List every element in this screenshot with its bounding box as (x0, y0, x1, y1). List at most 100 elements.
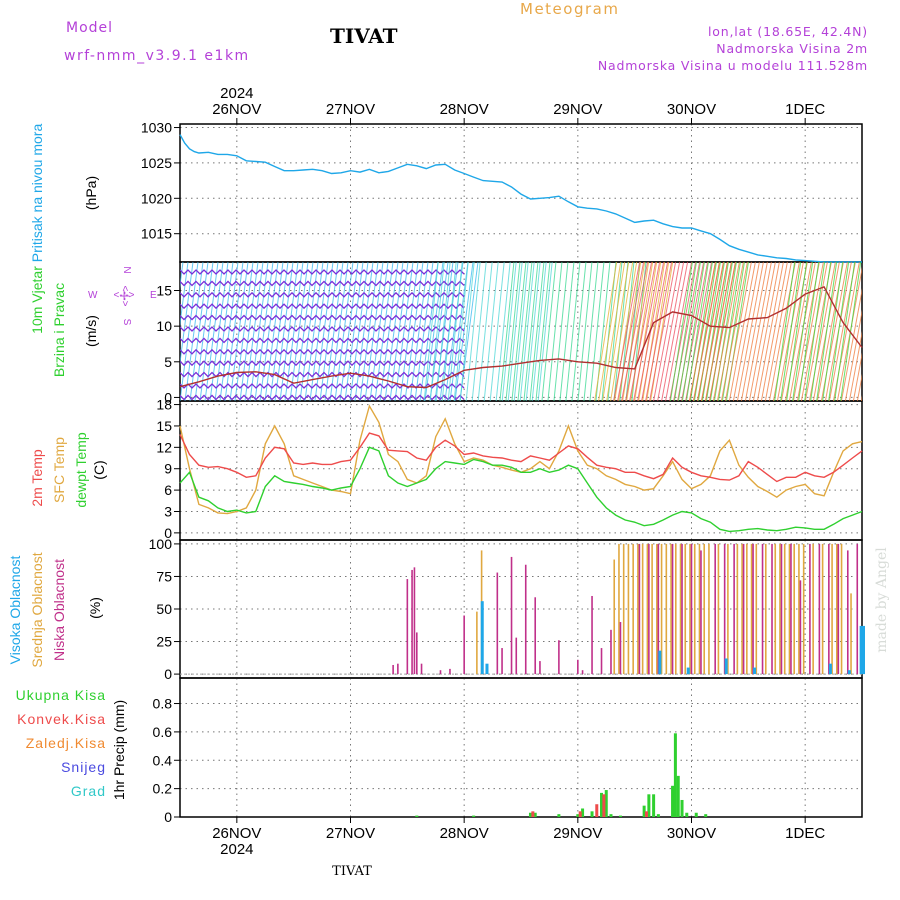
wind-barb (459, 262, 475, 401)
y-tick-label: 0.2 (153, 781, 173, 797)
cloud-bar (761, 543, 764, 675)
cloud-bar (515, 637, 518, 675)
wind-barb (284, 262, 304, 401)
wind-barb (507, 262, 523, 401)
cloud-bar (828, 543, 830, 675)
wind-barb (219, 262, 239, 401)
wind-barb (513, 262, 529, 401)
precip-legend-item: Grad (71, 783, 106, 799)
wind-barb (856, 373, 862, 401)
wind-barb (180, 262, 189, 328)
wind-barb (601, 262, 617, 401)
dewpt-axis-label: dewpt Temp (73, 432, 89, 507)
precip-bar (602, 794, 606, 817)
wind-barb (471, 262, 487, 401)
cloud-bar (684, 543, 687, 675)
cloud-bar (742, 543, 745, 675)
cloud-bar (610, 629, 612, 675)
wind-barb (519, 262, 535, 401)
precip-bar (533, 812, 537, 817)
cloud-bar (397, 663, 399, 675)
precip-bar (595, 804, 599, 817)
x-day-label-bottom: 28NOV (440, 825, 489, 842)
wind-barb (716, 262, 744, 401)
wind-barb (649, 262, 677, 401)
precip-bar (647, 794, 651, 817)
cloud-bar (689, 543, 691, 675)
wind-barb (314, 262, 334, 401)
precip-bar (680, 799, 684, 817)
cloud-bar (501, 648, 503, 675)
wind-barb (606, 262, 630, 401)
wind-barb (629, 262, 657, 401)
wind-barb (525, 262, 541, 401)
cloud-bar (558, 640, 560, 675)
x-day-label-top: 29NOV (553, 101, 602, 118)
wind-barb (756, 262, 784, 401)
y-tick-label: 5 (164, 354, 172, 370)
wind-barb (764, 262, 792, 401)
y-tick-label: 0.6 (153, 724, 173, 740)
wind-barb-band (180, 314, 465, 321)
cloud-bar (660, 543, 663, 675)
pressure-axis-label: Pritisak na nivou mora (29, 124, 45, 263)
cloud-bar (613, 559, 616, 675)
y-tick-label: 0.4 (153, 752, 173, 768)
panel-frame (179, 677, 863, 818)
wind-barb-band (180, 337, 465, 344)
cloud-bar (836, 543, 838, 675)
wind-barb (822, 262, 844, 401)
cloud-bar (476, 611, 478, 675)
cloud-bar (750, 543, 753, 675)
wind-barb (349, 262, 369, 401)
cloud-bar (788, 543, 791, 675)
cloud-bar (717, 543, 720, 675)
wind-barb (645, 262, 673, 401)
y-tick-label: 0 (164, 525, 172, 541)
wind-barb (744, 262, 772, 401)
wind-barb (389, 262, 409, 401)
precip-bar (576, 814, 580, 817)
cloud-bar (637, 543, 639, 675)
precip-bar (528, 812, 532, 817)
wind-barb (565, 262, 581, 401)
cloud-bar (802, 543, 805, 675)
wind-barb (535, 262, 551, 401)
cloud-bar (780, 543, 783, 675)
wind-barb (653, 262, 681, 401)
y-tick-label: 3 (164, 503, 172, 519)
precip-bar (656, 814, 660, 817)
cloud-bar (420, 663, 423, 675)
cloud-bar (671, 543, 674, 675)
x-day-label-bottom: 26NOV (212, 825, 261, 842)
cloud-unit-label: (%) (87, 597, 103, 619)
cloud-bar (727, 543, 729, 675)
wind-barb (724, 262, 752, 401)
wind-barb (688, 262, 716, 401)
cloud-bar (708, 543, 710, 675)
wind-axis-sublabel: Brzina i Pravac (51, 283, 67, 377)
x-day-label-bottom: 30NOV (667, 825, 716, 842)
cloud-bar (657, 543, 660, 675)
wind-barb (760, 262, 788, 401)
wind-barb (828, 262, 850, 401)
wind-barb (441, 262, 457, 401)
compass-north: N (121, 266, 132, 273)
wind-barb-band (180, 269, 465, 275)
wind-barb (728, 262, 756, 401)
pressure-unit-label: (hPa) (83, 176, 99, 210)
y-tick-label: 0 (164, 809, 172, 825)
station-title: TIVAT (330, 24, 398, 48)
wind-barb (740, 262, 768, 401)
wind-barb-band (180, 280, 465, 287)
wind-barb (621, 262, 649, 401)
wind-barb (613, 262, 641, 401)
lonlat-label: lon,lat (18.65E, 42.4N) (708, 24, 868, 39)
wind-barb (657, 262, 685, 401)
wind-barb (453, 262, 469, 401)
wind-barb (665, 262, 693, 401)
cloud-bar (774, 543, 777, 675)
wind-barb (244, 262, 264, 401)
y-tick-label: 75 (156, 568, 172, 584)
precip-bar (557, 814, 561, 817)
